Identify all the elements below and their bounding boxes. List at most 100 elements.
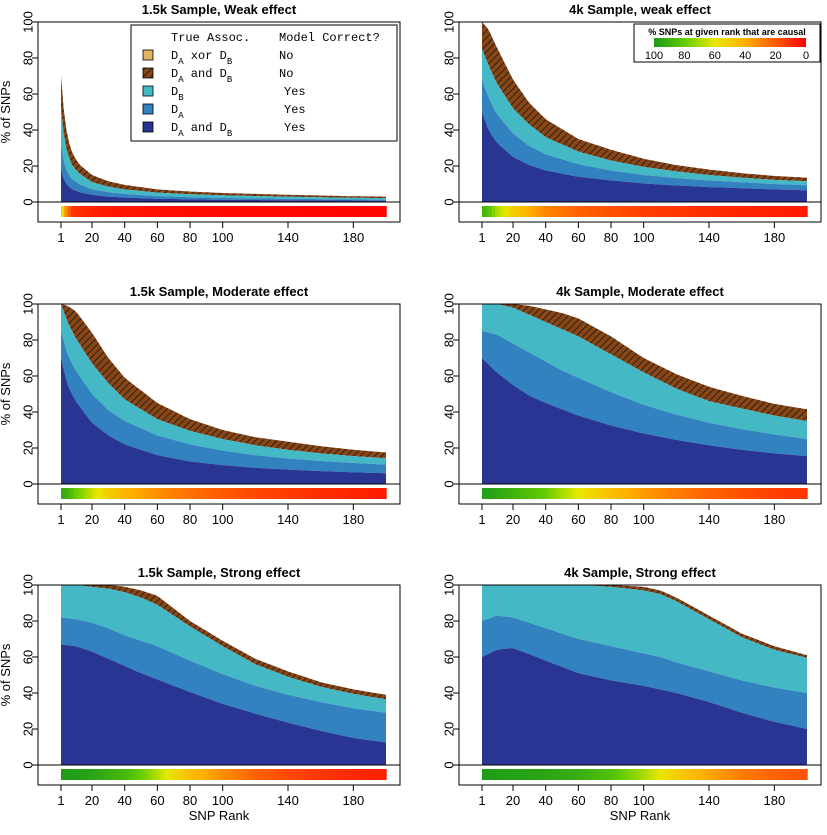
causal-strip-segment — [709, 488, 714, 499]
causal-strip-segment — [758, 488, 763, 499]
causal-strip-segment — [560, 206, 564, 217]
causal-strip-segment — [295, 488, 299, 499]
causal-strip-segment — [184, 769, 189, 780]
causal-strip-segment — [605, 206, 610, 217]
y-tick-label: 60 — [21, 87, 36, 101]
causal-strip-segment — [204, 769, 208, 780]
causal-strip-segment — [729, 488, 733, 499]
causal-strip-segment — [103, 769, 108, 780]
causal-strip-segment — [382, 206, 387, 217]
causal-strip-segment — [586, 769, 590, 780]
causal-strip-segment — [482, 488, 486, 499]
causal-strip-segment — [612, 769, 616, 780]
causal-strip-segment — [524, 488, 529, 499]
causal-strip-segment — [93, 206, 98, 217]
causal-strip-segment — [376, 206, 381, 217]
area-and-no — [61, 304, 386, 459]
causal-strip-segment — [722, 206, 727, 217]
y-tick-label: 100 — [21, 574, 36, 596]
causal-strip-segment — [491, 206, 496, 217]
causal-strip-segment — [680, 488, 685, 499]
causal-strip-segment — [514, 206, 519, 217]
causal-strip-segment — [142, 769, 147, 780]
causal-strip-segment — [122, 769, 127, 780]
causal-strip-segment — [641, 488, 646, 499]
causal-strip-segment — [537, 206, 542, 217]
causal-strip-segment — [236, 206, 241, 217]
y-tick-label: 80 — [21, 614, 36, 628]
causal-strip-segment — [495, 769, 499, 780]
causal-strip-segment — [213, 206, 218, 217]
area-b-yes — [61, 304, 386, 465]
causal-strip-segment — [285, 206, 290, 217]
area-ab-yes — [61, 169, 386, 202]
causal-strip-segment — [259, 206, 264, 217]
x-tick-label: 20 — [85, 512, 99, 527]
x-axis-title: SNP Rank — [610, 808, 671, 823]
causal-strip-segment — [556, 206, 561, 217]
causal-strip-segment — [197, 488, 202, 499]
causal-strip-segment — [761, 206, 766, 217]
causal-strip-segment — [256, 206, 260, 217]
causal-strip-segment — [686, 488, 691, 499]
causal-strip-segment — [317, 769, 322, 780]
causal-strip-segment — [207, 488, 212, 499]
causal-strip-segment — [158, 206, 163, 217]
x-tick-label: 20 — [85, 793, 99, 808]
y-tick-label: 100 — [442, 574, 457, 596]
area-ab-yes — [482, 648, 807, 765]
causal-strip-segment — [508, 206, 512, 217]
y-tick-label: 100 — [21, 293, 36, 315]
causal-strip-segment — [566, 488, 571, 499]
causal-strip-segment — [103, 488, 108, 499]
x-tick-label: 140 — [277, 512, 299, 527]
causal-strip-segment — [311, 769, 316, 780]
causal-strip-segment — [553, 206, 558, 217]
causal-strip-segment — [233, 488, 238, 499]
causal-strip-segment — [291, 488, 296, 499]
causal-strip-segment — [366, 769, 371, 780]
causal-strip-segment — [569, 488, 574, 499]
causal-strip-segment — [654, 769, 659, 780]
causal-strip-segment — [621, 769, 626, 780]
causal-strip-segment — [586, 206, 590, 217]
causal-strip-segment — [794, 488, 798, 499]
causal-strip-segment — [239, 488, 244, 499]
causal-strip-segment — [327, 206, 332, 217]
causal-strip-segment — [343, 488, 348, 499]
causal-strip-segment — [758, 206, 763, 217]
y-tick-label: 100 — [21, 11, 36, 33]
causal-strip-segment — [256, 769, 260, 780]
x-tick-label: 1 — [478, 512, 485, 527]
causal-strip-segment — [599, 769, 603, 780]
causal-strip-segment — [784, 488, 789, 499]
causal-strip-segment — [217, 488, 221, 499]
causal-strip-segment — [236, 488, 241, 499]
causal-strip-segment — [550, 769, 555, 780]
x-tick-label: 1 — [478, 230, 485, 245]
causal-strip-segment — [327, 769, 332, 780]
causal-strip-segment — [126, 488, 130, 499]
causal-strip-segment — [573, 488, 577, 499]
causal-strip-segment — [706, 488, 711, 499]
causal-strip-segment — [145, 206, 150, 217]
causal-strip-segment — [527, 769, 532, 780]
causal-strip-segment — [501, 488, 506, 499]
causal-strip-segment — [732, 769, 737, 780]
causal-strip-segment — [347, 206, 351, 217]
panel-title: 1.5k Sample, Moderate effect — [130, 284, 309, 299]
causal-strip-segment — [126, 206, 130, 217]
causal-strip-segment — [748, 769, 753, 780]
causal-strip-segment — [677, 488, 681, 499]
y-tick-label: 40 — [21, 405, 36, 419]
causal-strip-segment — [360, 488, 364, 499]
area-b-yes — [482, 49, 807, 186]
causal-strip-segment — [67, 206, 72, 217]
causal-strip-segment — [638, 769, 642, 780]
plot-frame — [458, 303, 822, 505]
causal-strip-segment — [213, 488, 218, 499]
causal-strip-segment — [683, 488, 688, 499]
causal-strip-segment — [511, 769, 516, 780]
causal-strip-segment — [64, 769, 69, 780]
